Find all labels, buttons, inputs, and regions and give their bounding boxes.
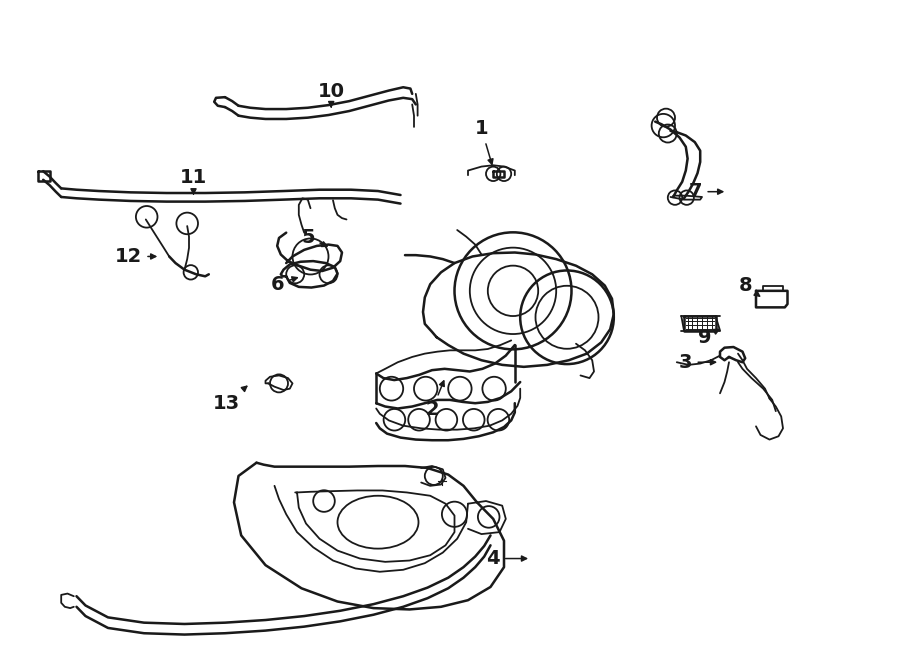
Text: 5: 5 bbox=[301, 229, 327, 247]
Text: 13: 13 bbox=[213, 386, 247, 412]
Text: 8: 8 bbox=[738, 276, 760, 296]
Text: 1: 1 bbox=[474, 120, 493, 164]
Text: 10: 10 bbox=[318, 82, 345, 107]
Text: 4: 4 bbox=[486, 549, 526, 568]
Text: 3: 3 bbox=[679, 353, 716, 371]
Text: 2: 2 bbox=[425, 381, 445, 419]
Text: 6: 6 bbox=[270, 275, 297, 293]
Text: 11: 11 bbox=[180, 168, 207, 194]
Text: 7: 7 bbox=[689, 182, 723, 201]
Text: 12: 12 bbox=[115, 247, 156, 266]
Text: 9: 9 bbox=[698, 328, 719, 346]
